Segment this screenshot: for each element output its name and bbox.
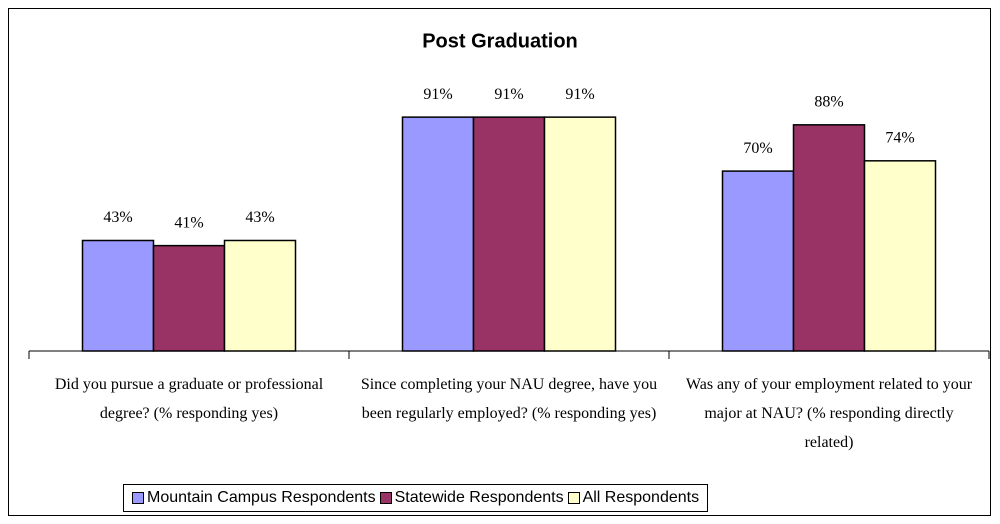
data-label: 91% bbox=[423, 86, 452, 103]
bar bbox=[401, 116, 475, 352]
x-tick-label: Was any of your employment related to yo… bbox=[685, 376, 973, 451]
data-label: 74% bbox=[885, 129, 914, 146]
bar bbox=[81, 239, 155, 352]
legend-swatch bbox=[132, 492, 144, 504]
data-label: 43% bbox=[103, 209, 132, 226]
bar bbox=[472, 116, 546, 352]
legend-label: Statewide Respondents bbox=[394, 489, 564, 506]
bar bbox=[223, 239, 297, 352]
data-label: 70% bbox=[743, 140, 772, 157]
data-label: 91% bbox=[494, 86, 523, 103]
data-label: 88% bbox=[814, 94, 843, 111]
data-label: 41% bbox=[174, 214, 203, 231]
data-label: 91% bbox=[565, 86, 594, 103]
legend: Mountain Campus Respondents Statewide Res… bbox=[123, 484, 709, 512]
data-label: 43% bbox=[245, 209, 274, 226]
x-tick-label: Did you pursue a graduate or professiona… bbox=[54, 376, 324, 422]
bar bbox=[792, 124, 866, 352]
legend-swatch bbox=[567, 492, 580, 504]
bar bbox=[543, 116, 617, 352]
bar bbox=[721, 170, 795, 352]
chart-title: Post Graduation bbox=[422, 30, 578, 52]
legend-item: Mountain Campus Respondents bbox=[132, 489, 376, 507]
legend-label: Mountain Campus Respondents bbox=[147, 489, 376, 506]
bar bbox=[152, 244, 226, 352]
legend-label: All Respondents bbox=[582, 489, 700, 506]
legend-item: All Respondents bbox=[567, 489, 700, 507]
legend-item: Statewide Respondents bbox=[379, 489, 564, 507]
bar bbox=[863, 160, 937, 352]
legend-swatch bbox=[379, 492, 392, 504]
x-tick-label: Since completing your NAU degree, have y… bbox=[360, 376, 658, 422]
